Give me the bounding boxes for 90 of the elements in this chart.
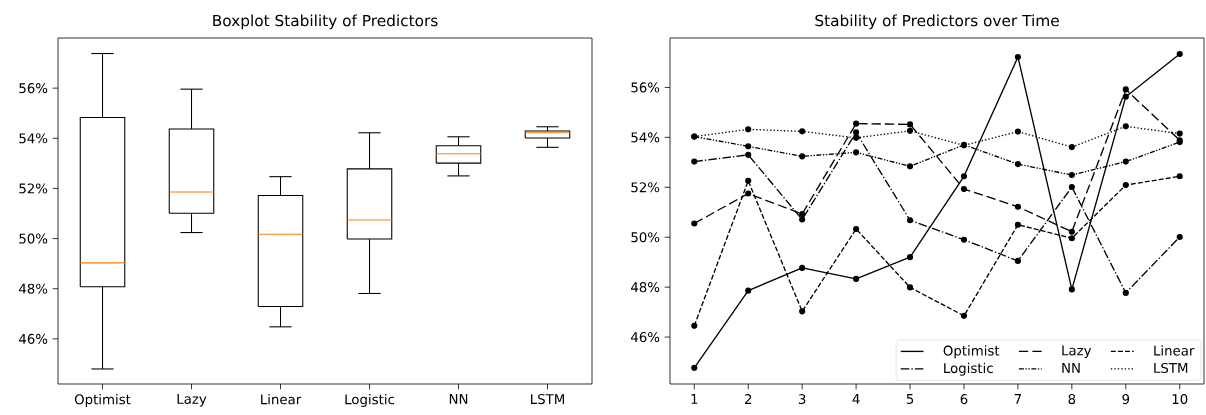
point	[1176, 233, 1183, 241]
y-tick-label: 46%	[630, 332, 660, 343]
point	[906, 163, 914, 170]
point	[745, 287, 752, 294]
y-tick-label: 50%	[631, 232, 660, 243]
y-tick-label: 54%	[19, 133, 48, 144]
point	[799, 128, 806, 135]
point	[853, 275, 860, 282]
x-tick-label: 9	[1122, 394, 1130, 405]
x-tick-label: LSTM	[531, 394, 564, 405]
point	[1068, 144, 1075, 151]
point	[1014, 161, 1021, 168]
point	[745, 143, 752, 150]
x-tick-label: Lazy	[177, 394, 207, 407]
x-tick-label: Linear	[261, 394, 302, 405]
point	[1122, 181, 1129, 189]
point	[691, 322, 698, 329]
point	[960, 236, 968, 243]
x-tick-label: 1	[691, 394, 698, 404]
chart-title: Boxplot Stability of Predictors	[213, 14, 438, 30]
point	[799, 216, 806, 223]
point	[691, 158, 698, 165]
x-tick-label: 6	[960, 394, 968, 405]
point	[691, 364, 698, 371]
point	[1014, 257, 1021, 264]
x-tick-label: 5	[906, 394, 914, 404]
legend-label: Linear	[1154, 345, 1195, 356]
y-tick-label: 56%	[19, 83, 48, 94]
point	[1068, 183, 1075, 191]
point	[853, 120, 860, 127]
point	[960, 173, 968, 180]
legend-label: Lazy	[1062, 345, 1092, 359]
point	[1014, 128, 1021, 135]
y-tick-label: 50%	[19, 233, 48, 244]
point	[1176, 173, 1183, 180]
point	[1122, 86, 1129, 93]
point	[799, 153, 806, 160]
point	[1068, 286, 1075, 293]
y-tick-label: 46%	[18, 333, 48, 344]
x-tick-label: Logistic	[345, 394, 395, 407]
point	[799, 264, 806, 271]
point	[799, 308, 806, 315]
point	[1014, 53, 1021, 61]
point	[1176, 50, 1183, 58]
point	[745, 151, 752, 158]
x-tick-label: 10	[1172, 394, 1188, 405]
x-tick-label: NN	[449, 394, 468, 404]
x-tick-label: 3	[798, 394, 806, 405]
legend-label: LSTM	[1154, 362, 1188, 374]
point	[745, 177, 752, 184]
point	[906, 121, 914, 128]
point	[1068, 235, 1075, 242]
point	[1068, 228, 1075, 235]
point	[1014, 221, 1021, 228]
point	[1122, 289, 1129, 296]
x-tick-label: 7	[1014, 394, 1022, 404]
point	[906, 284, 914, 291]
point	[745, 126, 752, 133]
x-tick-label: Optimist	[74, 394, 131, 407]
point	[853, 134, 860, 141]
point	[960, 185, 968, 193]
point	[853, 129, 860, 136]
point	[853, 149, 860, 156]
legend-label: Logistic	[944, 362, 993, 376]
point	[691, 220, 698, 227]
point	[906, 254, 914, 261]
point	[960, 312, 968, 319]
x-tick-label: 8	[1068, 394, 1076, 405]
point	[745, 190, 752, 197]
point	[1122, 158, 1129, 165]
point	[799, 210, 806, 218]
point	[853, 225, 860, 233]
x-tick-label: 4	[852, 394, 860, 404]
chart-title: Stability of Predictors over Time	[815, 14, 1059, 30]
point	[1176, 130, 1183, 137]
y-tick-label: 54%	[631, 132, 660, 143]
y-tick-label: 56%	[631, 82, 660, 93]
legend-label: Optimist	[943, 345, 1000, 359]
point	[1122, 93, 1129, 100]
x-tick-label: 2	[744, 394, 752, 404]
point	[1122, 123, 1129, 130]
point	[1014, 203, 1021, 210]
y-tick-label: 52%	[631, 182, 660, 193]
point	[906, 217, 914, 224]
point	[1068, 171, 1075, 179]
y-tick-label: 48%	[18, 283, 48, 294]
y-tick-label: 48%	[630, 282, 660, 293]
y-tick-label: 52%	[19, 183, 48, 194]
legend-label: NN	[1062, 363, 1080, 373]
point	[906, 127, 914, 134]
